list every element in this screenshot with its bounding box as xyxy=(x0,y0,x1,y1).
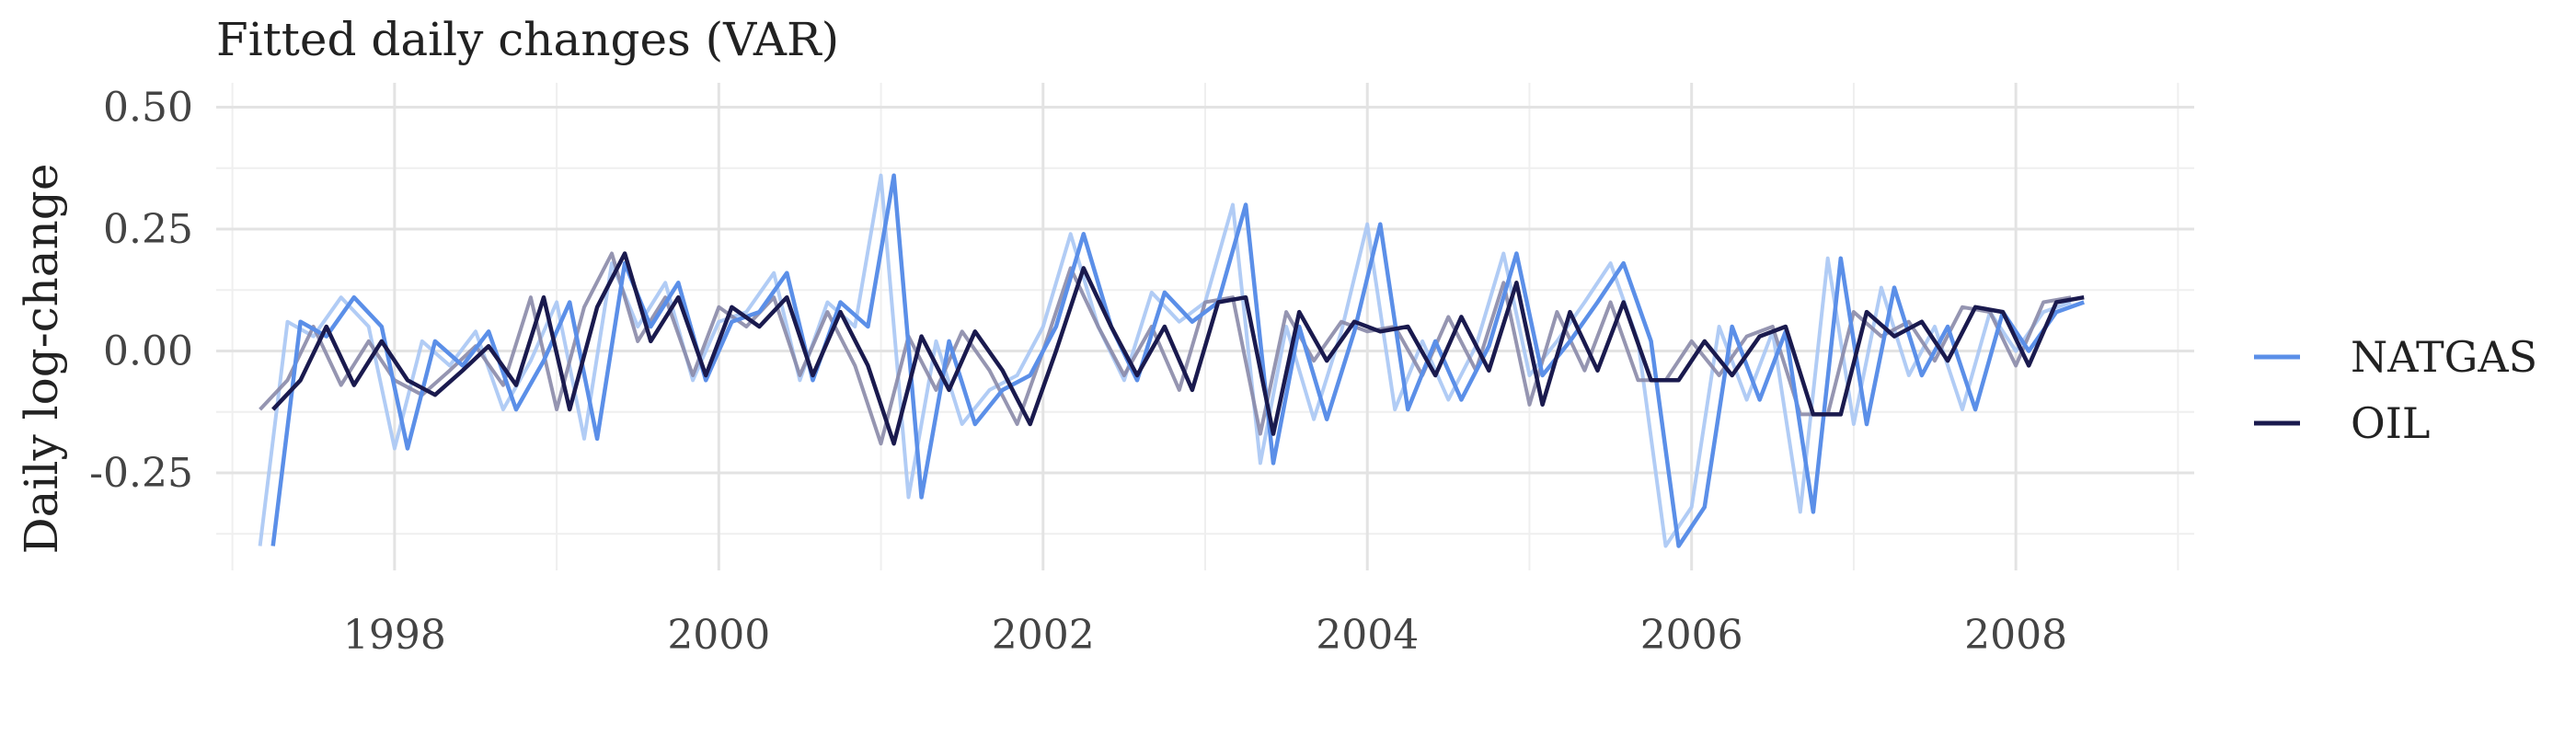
y-tick-label: 0.00 xyxy=(103,328,193,375)
series-shadow-line xyxy=(259,251,2072,446)
y-axis-title: Daily log-change xyxy=(15,164,68,555)
x-tick-label: 2006 xyxy=(1640,612,1743,659)
chart-title: Fitted daily changes (VAR) xyxy=(216,13,839,66)
x-tick-label: 2008 xyxy=(1964,612,2067,659)
series-line-oil xyxy=(271,251,2085,446)
x-tick-label: 2004 xyxy=(1316,612,1419,659)
x-axis: 1998 2000 2002 2004 2006 2008 xyxy=(343,612,2067,659)
y-tick-label: 0.25 xyxy=(103,206,193,253)
legend-label-oil: OIL xyxy=(2351,398,2430,448)
x-tick-label: 2002 xyxy=(992,612,1095,659)
series-line-natgas xyxy=(270,173,2085,548)
series-lines xyxy=(258,173,2085,548)
legend-label-natgas: NATGAS xyxy=(2351,332,2537,382)
x-tick-label: 2000 xyxy=(667,612,770,659)
legend: NATGAS OIL xyxy=(2254,332,2537,448)
x-tick-label: 1998 xyxy=(343,612,446,659)
y-tick-label: 0.50 xyxy=(103,85,193,132)
y-tick-label: -0.25 xyxy=(89,450,193,497)
y-axis: -0.25 0.00 0.25 0.50 xyxy=(89,85,193,498)
